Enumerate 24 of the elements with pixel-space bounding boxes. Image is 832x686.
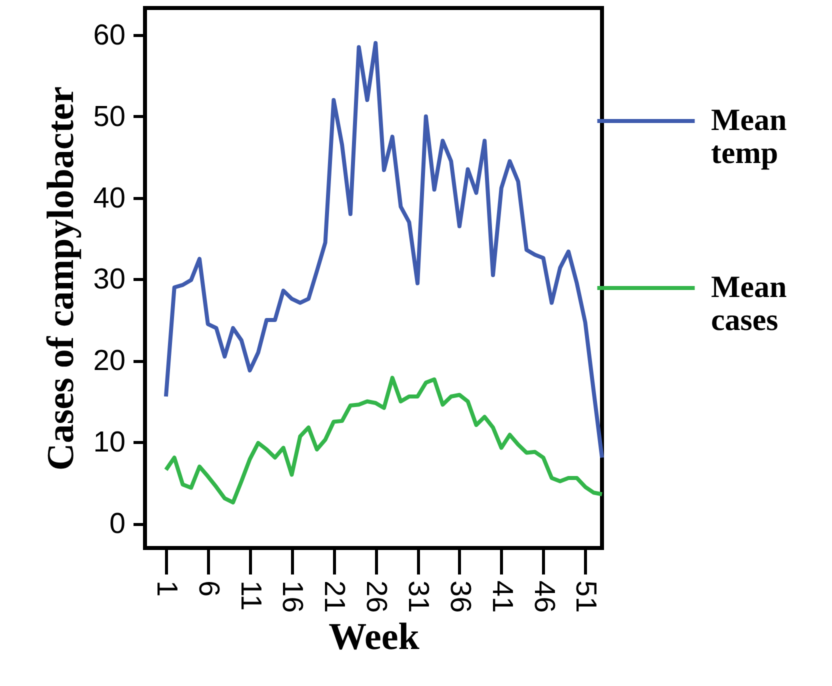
y-tick-label: 0 bbox=[109, 508, 126, 540]
line-series bbox=[164, 41, 604, 460]
y-axis-title: Cases of campylobacter bbox=[40, 86, 82, 471]
y-tick-label: 10 bbox=[93, 426, 126, 459]
x-tick-label: 51 bbox=[570, 580, 602, 613]
x-tick-label: 36 bbox=[444, 580, 476, 613]
y-tick-label: 20 bbox=[93, 345, 126, 378]
y-tick-label: 60 bbox=[93, 19, 126, 52]
y-tick-label: 50 bbox=[93, 100, 126, 133]
y-tick-label: 30 bbox=[93, 264, 126, 296]
legend-label: Mean cases bbox=[711, 269, 787, 337]
legend-label: Mean temp bbox=[711, 102, 787, 170]
x-tick-label: 11 bbox=[234, 580, 266, 611]
y-tick-label: 40 bbox=[93, 182, 126, 214]
x-tick-label: 46 bbox=[528, 580, 560, 613]
x-tick-label: 31 bbox=[402, 580, 434, 613]
x-tick-label: 21 bbox=[318, 580, 350, 613]
x-tick-label: 1 bbox=[150, 580, 182, 597]
x-axis-title: Week bbox=[328, 616, 420, 658]
x-tick-label: 6 bbox=[192, 580, 224, 597]
line-series bbox=[164, 376, 604, 504]
x-tick-label: 16 bbox=[276, 580, 308, 613]
x-tick-label: 26 bbox=[360, 580, 392, 613]
x-tick-label: 41 bbox=[486, 580, 518, 613]
